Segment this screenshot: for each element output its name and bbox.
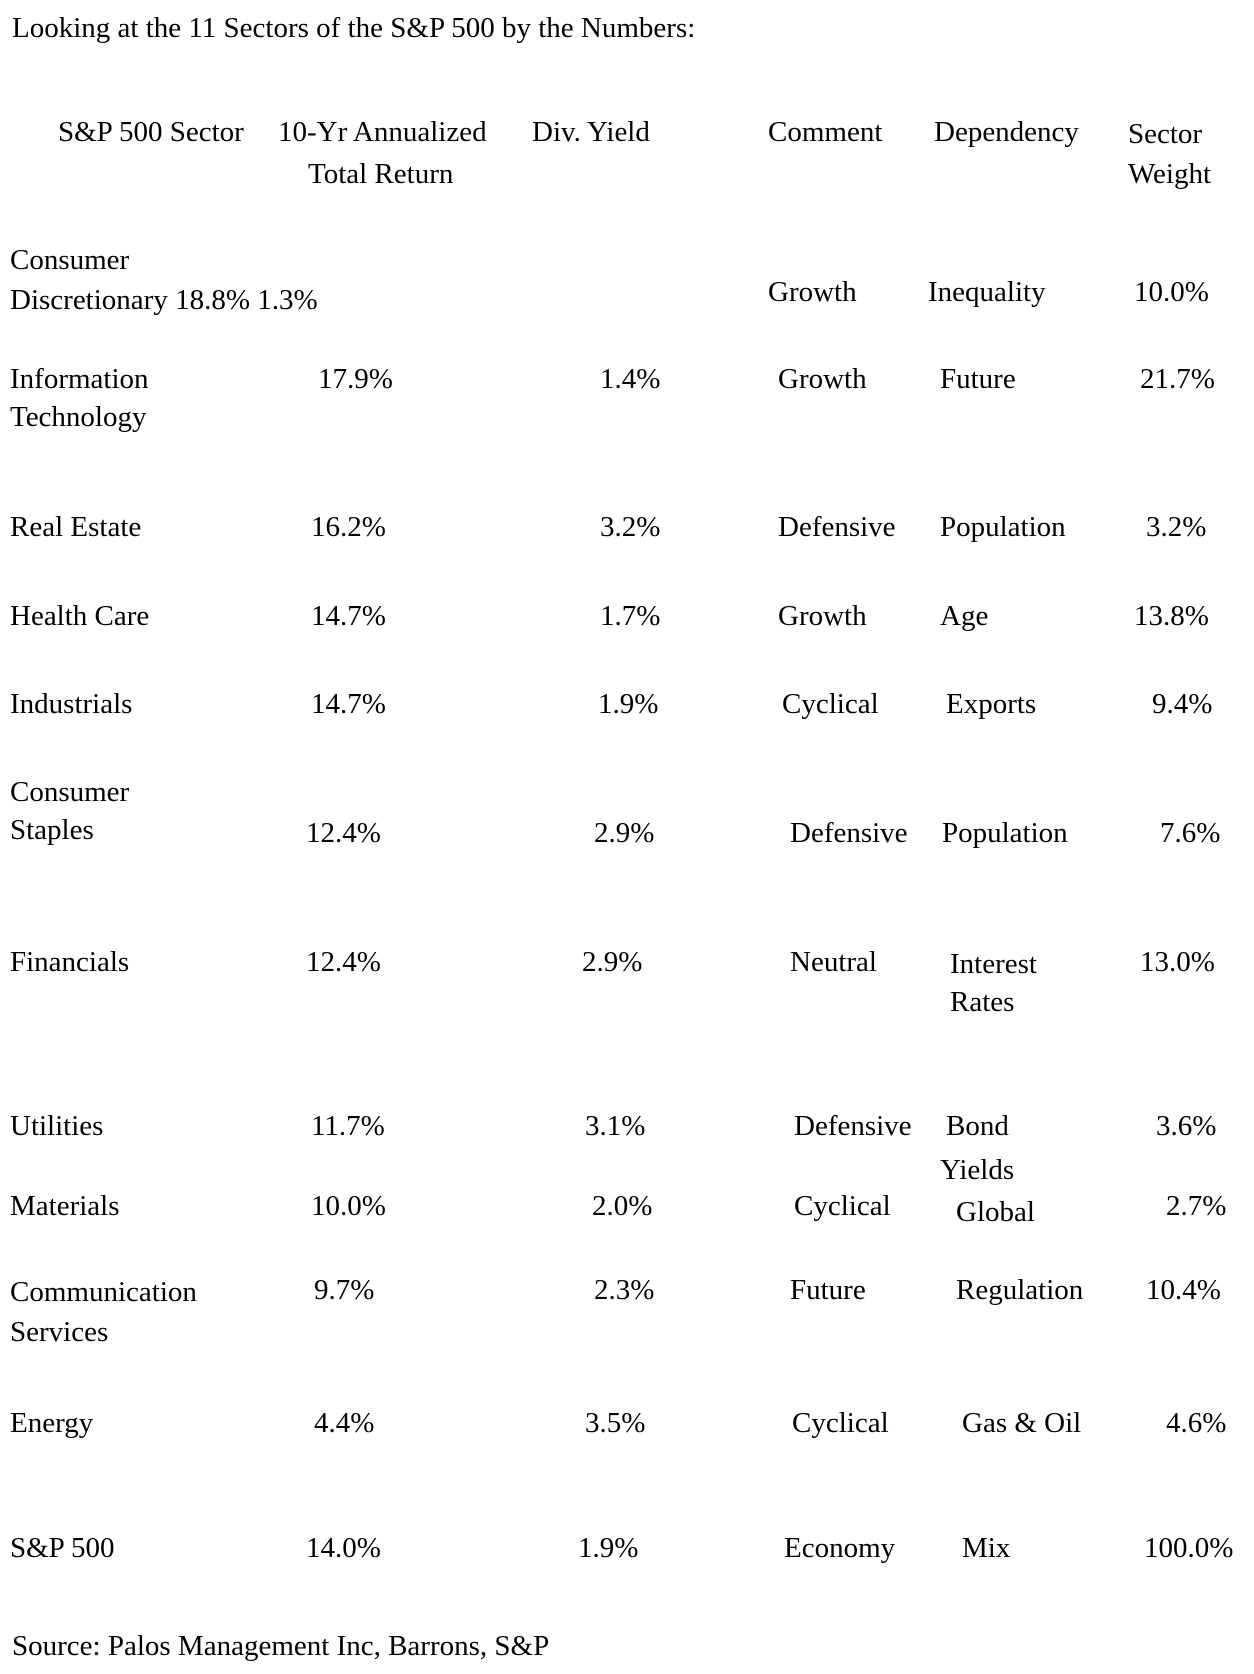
weight-cell: 7.6% xyxy=(1160,817,1221,849)
yield-cell: 1.4% xyxy=(600,363,661,395)
yield-cell: 1.9% xyxy=(578,1532,639,1564)
weight-cell: 100.0% xyxy=(1144,1532,1234,1564)
dependency-cell-line2: Yields xyxy=(940,1154,1015,1186)
return-cell: 9.7% xyxy=(314,1274,375,1306)
comment-cell: Cyclical xyxy=(792,1407,889,1439)
dependency-cell: Regulation xyxy=(956,1274,1084,1306)
return-cell: 16.2% xyxy=(311,511,386,543)
return-cell: 14.7% xyxy=(311,600,386,632)
comment-cell: Cyclical xyxy=(782,688,879,720)
sector-name-line1: Consumer xyxy=(10,244,130,276)
comment-cell: Growth xyxy=(768,276,857,308)
return-cell: 14.0% xyxy=(306,1532,381,1564)
sector-name-line2: Staples xyxy=(10,814,94,846)
weight-cell: 4.6% xyxy=(1166,1407,1227,1439)
weight-cell: 9.4% xyxy=(1152,688,1213,720)
sector-name-line2: Discretionary 18.8% 1.3% xyxy=(10,284,318,316)
weight-cell: 10.4% xyxy=(1146,1274,1221,1306)
dependency-cell-line1: Interest xyxy=(950,948,1037,980)
header-dependency: Dependency xyxy=(934,116,1079,148)
header-sector: S&P 500 Sector xyxy=(58,116,244,148)
comment-cell: Future xyxy=(790,1274,866,1306)
return-cell: 17.9% xyxy=(318,363,393,395)
dependency-cell: Population xyxy=(942,817,1068,849)
yield-cell: 3.1% xyxy=(585,1110,646,1142)
comment-cell: Neutral xyxy=(790,946,877,978)
sector-name: Utilities xyxy=(10,1110,104,1142)
yield-cell: 2.0% xyxy=(592,1190,653,1222)
dependency-cell: Exports xyxy=(946,688,1037,720)
comment-cell: Growth xyxy=(778,600,867,632)
sector-name-line1: Communication xyxy=(10,1276,197,1308)
source-note: Source: Palos Management Inc, Barrons, S… xyxy=(12,1630,550,1662)
sector-name: Financials xyxy=(10,946,130,978)
sector-name: Health Care xyxy=(10,600,150,632)
sector-name-line1: Consumer xyxy=(10,776,130,808)
page-title: Looking at the 11 Sectors of the S&P 500… xyxy=(12,12,696,44)
weight-cell: 10.0% xyxy=(1134,276,1209,308)
dependency-cell: Global xyxy=(956,1196,1035,1228)
comment-cell: Defensive xyxy=(790,817,908,849)
sector-name: Real Estate xyxy=(10,511,142,543)
sector-name-line2: Technology xyxy=(10,401,147,433)
sector-name: Industrials xyxy=(10,688,133,720)
return-cell: 12.4% xyxy=(306,817,381,849)
header-return-line2: Total Return xyxy=(308,158,454,190)
yield-cell: 2.9% xyxy=(582,946,643,978)
return-cell: 11.7% xyxy=(311,1110,385,1142)
sector-name-line2: Services xyxy=(10,1316,109,1348)
dependency-cell-line1: Bond xyxy=(946,1110,1009,1142)
weight-cell: 3.2% xyxy=(1146,511,1207,543)
comment-cell: Economy xyxy=(784,1532,896,1564)
weight-cell: 21.7% xyxy=(1140,363,1215,395)
header-yield: Div. Yield xyxy=(532,116,650,148)
yield-cell: 3.5% xyxy=(585,1407,646,1439)
return-cell: 12.4% xyxy=(306,946,381,978)
dependency-cell: Inequality xyxy=(928,276,1046,308)
yield-cell: 1.7% xyxy=(600,600,661,632)
yield-cell: 1.9% xyxy=(598,688,659,720)
dependency-cell: Future xyxy=(940,363,1016,395)
dependency-cell: Gas & Oil xyxy=(962,1407,1082,1439)
comment-cell: Defensive xyxy=(794,1110,912,1142)
yield-cell: 2.3% xyxy=(594,1274,655,1306)
dependency-cell-line2: Rates xyxy=(950,986,1015,1018)
comment-cell: Growth xyxy=(778,363,867,395)
sector-name-line1: Information xyxy=(10,363,149,395)
dependency-cell: Population xyxy=(940,511,1066,543)
yield-cell: 2.9% xyxy=(594,817,655,849)
return-cell: 14.7% xyxy=(311,688,386,720)
weight-cell: 13.8% xyxy=(1134,600,1209,632)
yield-cell: 3.2% xyxy=(600,511,661,543)
header-return-line1: 10-Yr Annualized xyxy=(278,116,487,148)
weight-cell: 3.6% xyxy=(1156,1110,1217,1142)
return-cell: 10.0% xyxy=(311,1190,386,1222)
weight-cell: 2.7% xyxy=(1166,1190,1227,1222)
header-weight-line1: Sector xyxy=(1128,118,1203,150)
dependency-cell: Mix xyxy=(962,1532,1011,1564)
header-weight-line2: Weight xyxy=(1128,158,1212,190)
comment-cell: Cyclical xyxy=(794,1190,891,1222)
weight-cell: 13.0% xyxy=(1140,946,1215,978)
sector-name: Materials xyxy=(10,1190,120,1222)
dependency-cell: Age xyxy=(940,600,989,632)
sector-name: S&P 500 xyxy=(10,1532,115,1564)
header-comment: Comment xyxy=(768,116,883,148)
return-cell: 4.4% xyxy=(314,1407,375,1439)
sector-name: Energy xyxy=(10,1407,94,1439)
comment-cell: Defensive xyxy=(778,511,896,543)
